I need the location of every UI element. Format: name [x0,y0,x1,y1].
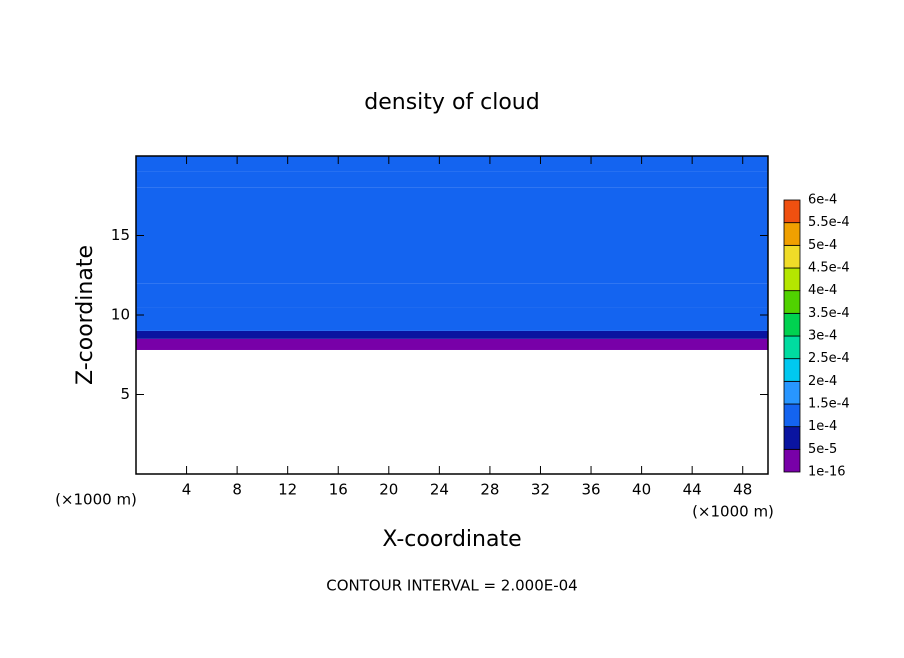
footer: CONTOUR INTERVAL = 2.000E-04 [326,577,577,595]
contour-band [136,338,768,350]
x-tick-label: 12 [278,481,297,499]
colorbar-box [783,335,801,360]
colorbar-box [783,426,801,450]
contour-band [136,307,768,331]
colorbar-box [783,403,801,428]
x-tick-label: 36 [581,481,600,499]
colorbar-label: 5e-5 [808,442,837,457]
colorbar-box [783,222,801,246]
x-tick-label: 8 [232,481,242,499]
x-tick-label: 40 [632,481,651,499]
colorbar-box [783,380,801,405]
x-tick-label: 24 [430,481,449,499]
x-tick-label: 20 [379,481,398,499]
colorbar-box [783,448,801,473]
x-unit: (×1000 m) [692,503,774,521]
contour-band [136,156,768,172]
contour-band [136,283,768,308]
colorbar-label: 4.5e-4 [808,261,850,276]
contour-band [136,330,768,339]
colorbar-box [783,358,801,382]
y-tick-label: 5 [120,385,130,403]
y-axis-label: Z-coordinate [73,245,98,385]
colorbar-box [783,290,801,314]
x-tick-label: 4 [182,481,192,499]
colorbar-label: 2e-4 [808,374,837,389]
colorbar-label: 2.5e-4 [808,351,850,366]
colorbar-label: 5.5e-4 [808,215,850,230]
colorbar-box [783,199,801,224]
colorbar-label: 3e-4 [808,329,837,344]
colorbar-box [783,312,801,337]
colorbar-box [783,244,801,269]
x-tick-label: 28 [480,481,499,499]
y-tick-label: 10 [111,306,130,324]
x-axis-label: X-coordinate [382,527,521,552]
colorbar-label: 3.5e-4 [808,306,850,321]
x-tick-label: 32 [531,481,550,499]
colorbar-label: 5e-4 [808,238,837,253]
colorbar-label: 4e-4 [808,283,837,298]
contour-band [136,171,768,188]
colorbar-label: 6e-4 [808,193,837,208]
x-tick-label: 16 [329,481,348,499]
y-unit: (×1000 m) [55,491,137,509]
colorbar-box [783,267,801,292]
x-tick-label: 44 [683,481,702,499]
colorbar-label: 1.5e-4 [808,397,850,412]
contour-band [136,187,768,284]
y-tick-label: 15 [111,226,130,244]
colorbar-label: 1e-4 [808,419,837,434]
colorbar-label: 1e-16 [808,465,846,480]
x-tick-label: 48 [733,481,752,499]
chart-title: density of cloud [364,90,539,115]
